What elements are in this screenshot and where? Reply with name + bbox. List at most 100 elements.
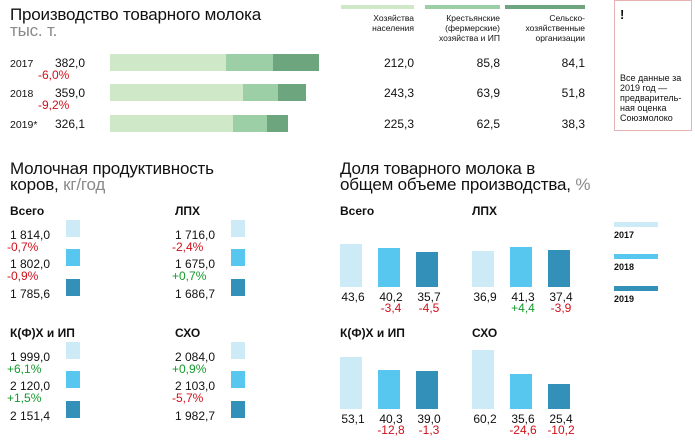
productivity-year-swatch — [231, 249, 245, 266]
production-year-label: 2019* — [10, 119, 38, 131]
share-change: -1,3 — [418, 423, 440, 437]
productivity-value: 2 084,0 — [175, 350, 216, 364]
production-series-value: 63,9 — [476, 86, 500, 100]
share-bar — [378, 369, 400, 409]
productivity-year-swatch — [231, 220, 245, 237]
production-bar-segment — [225, 54, 273, 71]
share-value: 39,0 — [417, 412, 441, 426]
legend-label-2019: 2019 — [614, 294, 635, 304]
production-bar-segment — [233, 115, 268, 132]
productivity-year-swatch — [66, 371, 80, 388]
share-bar — [340, 356, 362, 409]
productivity-title-part: коров, — [10, 175, 64, 194]
productivity-unit: кг/год — [63, 175, 106, 194]
share-value: 41,3 — [511, 290, 535, 304]
production-series-value: 62,5 — [476, 117, 500, 131]
production-unit: тыс. т. — [10, 21, 58, 40]
share-change: -3,9 — [550, 301, 572, 315]
series-header-line-2 — [425, 5, 500, 9]
series-header-label-1: Хозяйства населения — [372, 13, 414, 33]
share-bar — [340, 244, 362, 287]
productivity-group-label: ЛПХ — [175, 204, 201, 218]
productivity-change: -0,7% — [7, 240, 39, 254]
productivity-value: 2 120,0 — [10, 379, 51, 393]
production-series-value: 212,0 — [383, 56, 414, 70]
production-total-value: 359,0 — [55, 86, 86, 100]
productivity-year-swatch — [231, 401, 245, 418]
production-series-value: 85,8 — [476, 56, 500, 70]
production-bar-segment — [243, 84, 279, 101]
productivity-value: 2 151,4 — [10, 409, 51, 423]
share-value: 60,2 — [473, 412, 497, 426]
share-change: -12,8 — [377, 423, 405, 437]
share-bar — [472, 250, 494, 287]
share-value: 25,4 — [549, 412, 573, 426]
share-value: 36,9 — [473, 290, 497, 304]
share-bar — [548, 250, 570, 287]
productivity-year-swatch — [66, 279, 80, 296]
productivity-change: +1,5% — [7, 391, 42, 405]
production-bar-segment — [110, 84, 244, 101]
share-group-label: Всего — [340, 204, 375, 218]
productivity-year-swatch — [66, 401, 80, 418]
share-value: 40,3 — [379, 412, 403, 426]
production-bar-segment — [110, 115, 234, 132]
share-change: -24,6 — [509, 423, 537, 437]
production-title: Производство товарного молока — [10, 5, 262, 24]
productivity-change: -2,4% — [172, 240, 204, 254]
share-change: -3,4 — [380, 301, 402, 315]
productivity-value: 1 686,7 — [175, 287, 216, 301]
share-title-part: общем объеме производства, — [340, 175, 576, 194]
productivity-value: 1 675,0 — [175, 257, 216, 271]
productivity-change: -5,7% — [172, 391, 204, 405]
share-bar — [416, 370, 438, 409]
productivity-year-swatch — [231, 279, 245, 296]
legend-line-2018 — [614, 254, 658, 259]
series-header-line-3 — [505, 5, 585, 9]
share-bar — [510, 246, 532, 287]
productivity-change: +0,9% — [172, 362, 207, 376]
share-bar — [510, 374, 532, 409]
share-bar — [416, 252, 438, 287]
share-value: 53,1 — [341, 412, 365, 426]
production-change: -6,0% — [38, 68, 70, 82]
legend-label-2017: 2017 — [614, 230, 635, 240]
production-bar-segment — [272, 54, 319, 71]
production-total-value: 326,1 — [55, 117, 86, 131]
productivity-value: 2 103,0 — [175, 379, 216, 393]
production-series-value: 225,3 — [383, 117, 414, 131]
production-year-label: 2018 — [10, 88, 34, 100]
productivity-title: Молочная продуктивность — [10, 159, 214, 178]
series-header-label-2: Крестьянские (фермерские) хозяйства и ИП — [438, 13, 500, 43]
share-value: 40,2 — [379, 290, 403, 304]
production-bar-segment — [110, 54, 226, 71]
productivity-year-swatch — [231, 371, 245, 388]
productivity-year-swatch — [66, 249, 80, 266]
productivity-year-swatch — [231, 342, 245, 359]
productivity-value: 1 785,6 — [10, 287, 51, 301]
share-group-label: ЛПХ — [472, 204, 498, 218]
series-header-line-1 — [341, 5, 414, 9]
share-title-line2: общем объеме производства, % — [340, 176, 590, 194]
production-series-value: 243,3 — [383, 86, 414, 100]
share-group-label: К(Ф)Х и ИП — [340, 326, 405, 340]
productivity-change: -0,9% — [7, 269, 39, 283]
production-year-label: 2017 — [10, 58, 34, 70]
share-title: Доля товарного молока в — [340, 159, 536, 178]
share-unit: % — [575, 175, 591, 194]
productivity-value: 1 999,0 — [10, 350, 51, 364]
production-series-value: 38,3 — [561, 117, 585, 131]
share-bar — [548, 384, 570, 409]
productivity-value: 1 814,0 — [10, 228, 51, 242]
note-mark: ! — [620, 7, 625, 22]
production-series-value: 84,1 — [561, 56, 585, 70]
share-value: 35,7 — [417, 290, 441, 304]
share-bar — [378, 247, 400, 287]
note-box — [614, 0, 692, 131]
productivity-value: 1 982,7 — [175, 409, 216, 423]
production-total-value: 382,0 — [55, 56, 86, 70]
productivity-value: 1 802,0 — [10, 257, 51, 271]
series-header-label-3: Сельско-хозяйственные организации — [525, 13, 585, 43]
productivity-value: 1 716,0 — [175, 228, 216, 242]
productivity-group-label: СХО — [175, 326, 201, 340]
